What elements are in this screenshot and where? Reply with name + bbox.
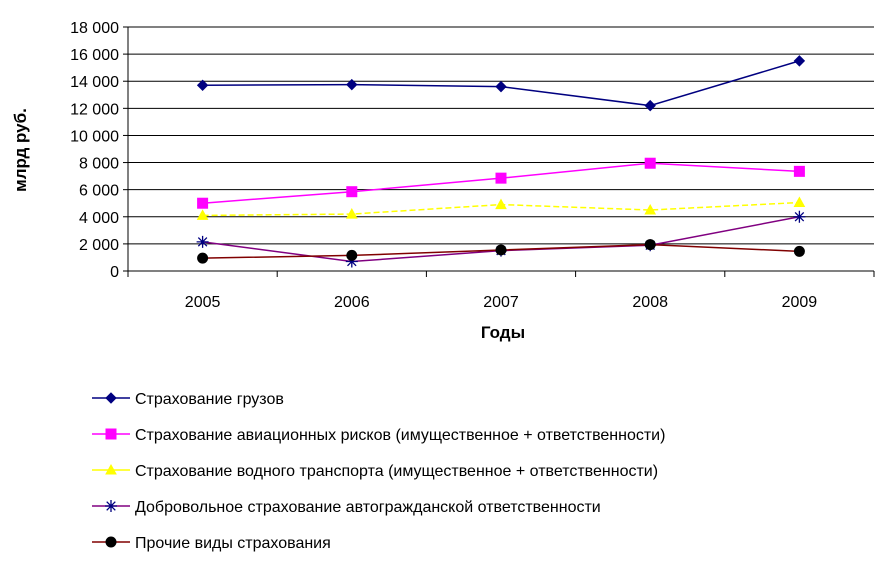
data-point (345, 208, 358, 219)
legend-item: Прочие виды страхования (92, 535, 331, 552)
data-point (495, 80, 507, 93)
data-point (793, 165, 805, 177)
y-axis-title: млрд руб. (11, 108, 30, 192)
data-point (346, 78, 358, 91)
data-point (196, 79, 209, 91)
y-tick-label: 0 (110, 264, 119, 281)
legend-swatch-marker (105, 463, 117, 475)
x-tick-label: 2007 (483, 294, 519, 311)
legend-swatch-marker (105, 500, 117, 512)
data-point (495, 172, 507, 184)
legend-label: Страхование авиационных рисков (имуществ… (135, 427, 665, 444)
series-5 (197, 239, 805, 264)
series-1 (196, 55, 806, 112)
data-point (644, 157, 656, 169)
y-tick-label: 18 000 (70, 20, 119, 37)
legend-label: Прочие виды страхования (135, 535, 331, 552)
data-point (197, 197, 209, 209)
legend-label: Добровольное страхование автогражданской… (135, 499, 601, 516)
x-axis-title: Годы (481, 323, 525, 342)
legend-swatch-marker (105, 392, 117, 404)
data-point (495, 244, 507, 256)
legend: Страхование грузов Страхование авиационны… (92, 391, 665, 552)
legend-item: Страхование грузов (92, 391, 284, 408)
data-point (196, 209, 209, 220)
data-point (346, 186, 358, 198)
data-point (345, 255, 358, 268)
series-4 (196, 210, 806, 268)
data-point (793, 210, 806, 223)
y-tick-label: 16 000 (70, 47, 119, 64)
data-point (644, 239, 656, 251)
axes: 0 2 000 4 000 6 000 8 000 10 000 12 000 14 000 1… (70, 20, 875, 311)
y-tick-label: 14 000 (70, 74, 119, 91)
series-2 (197, 157, 805, 209)
legend-item: Добровольное страхование автогражданской… (92, 499, 601, 516)
x-tick-label: 2009 (782, 294, 818, 311)
y-tick-label: 6 000 (79, 183, 119, 200)
x-tick-label: 2008 (632, 294, 668, 311)
x-tick-label: 2006 (334, 294, 370, 311)
data-point (793, 55, 806, 67)
data-point (346, 249, 358, 261)
x-tick-label: 2005 (185, 294, 221, 311)
legend-label: Страхование водного транспорта (имуществ… (135, 463, 658, 480)
grid-lines (128, 26, 874, 245)
y-tick-label: 2 000 (79, 237, 119, 254)
legend-item: Страхование авиационных рисков (имуществ… (92, 427, 665, 444)
series-layer (196, 55, 806, 268)
legend-item: Страхование водного транспорта (имуществ… (92, 463, 658, 480)
legend-label: Страхование грузов (135, 391, 284, 408)
legend-swatch-marker (105, 428, 117, 440)
data-point (495, 198, 507, 210)
data-point (793, 196, 806, 208)
y-tick-label: 12 000 (70, 101, 119, 118)
data-point (644, 99, 656, 112)
data-point (197, 252, 209, 264)
series-3 (196, 196, 806, 220)
data-point (196, 235, 209, 248)
data-point (644, 203, 657, 215)
y-tick-label: 4 000 (79, 210, 119, 227)
legend-swatch-marker (105, 536, 117, 548)
data-point (793, 245, 805, 257)
y-tick-label: 8 000 (79, 156, 119, 173)
y-tick-label: 10 000 (70, 128, 119, 145)
